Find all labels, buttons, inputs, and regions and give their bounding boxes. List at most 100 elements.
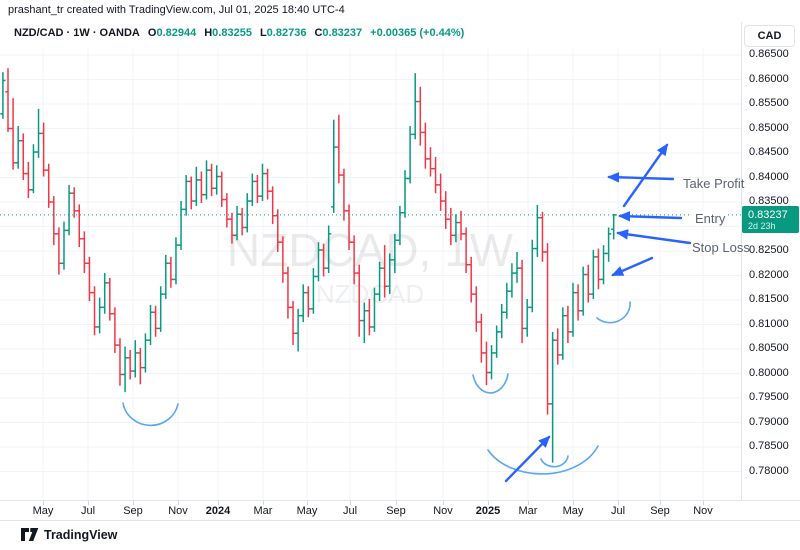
ohlc-bar (41, 122, 47, 177)
ohlc-bar (565, 305, 571, 344)
time-axis-label: Jul (342, 505, 358, 517)
ohlc-bar (168, 256, 174, 288)
drawn-arrow[interactable] (618, 211, 683, 222)
ohlc-bar (25, 161, 31, 199)
ohlc-bar (514, 251, 520, 283)
ohlc-bar (402, 170, 408, 218)
drawn-arc[interactable] (540, 455, 569, 468)
ohlc-bar (397, 205, 403, 246)
legend-symbol-title[interactable]: NZD/CAD · 1W · OANDA (14, 27, 140, 39)
ohlc-bar (270, 186, 276, 225)
price-axis-label: 0.86000 (749, 72, 789, 85)
footer-strip: TradingView (0, 520, 800, 550)
drawn-arrow[interactable] (611, 256, 654, 277)
ohlc-bar (244, 193, 250, 233)
ohlc-bar (361, 302, 367, 344)
ohlc-bar (560, 307, 566, 360)
ohlc-bar (463, 227, 469, 274)
stop-loss-label[interactable]: Stop Loss (692, 240, 750, 255)
ohlc-bar (66, 184, 72, 236)
ohlc-bar (20, 133, 26, 180)
ohlc-bar (234, 205, 240, 241)
drawn-arc[interactable] (122, 402, 179, 427)
ohlc-bar (178, 201, 184, 251)
ohlc-bar (300, 284, 306, 323)
ohlc-bar (132, 340, 138, 378)
ohlc-bar (142, 333, 149, 373)
ohlc-bar (117, 338, 123, 386)
drawn-arrow[interactable] (607, 172, 675, 183)
drawn-arc[interactable] (487, 445, 599, 475)
drawn-arrow[interactable] (622, 143, 669, 208)
price-axis-label: 0.81000 (749, 317, 789, 330)
ohlc-bar (229, 212, 235, 244)
ohlc-bar (555, 328, 561, 365)
symbol-legend: NZD/CAD · 1W · OANDA O0.82944 H0.83255 L… (14, 27, 464, 39)
ohlc-bar (122, 346, 128, 393)
ohlc-bar (127, 349, 133, 380)
ohlc-bar (371, 287, 378, 332)
time-axis-tick (178, 501, 179, 505)
ohlc-bar (173, 237, 179, 285)
ohlc-bar (10, 98, 16, 170)
time-axis-label: 2025 (475, 505, 501, 517)
time-axis-tick (88, 501, 89, 505)
time-axis-tick (528, 501, 529, 505)
ohlc-bar (280, 236, 286, 283)
drawn-arc[interactable] (472, 373, 509, 394)
tradingview-logo[interactable]: TradingView (20, 527, 117, 542)
ohlc-bar (346, 204, 352, 251)
drawn-arrow[interactable] (616, 229, 692, 245)
price-axis-label: 0.84000 (749, 170, 789, 183)
ohlc-bar (494, 325, 500, 358)
ohlc-bar (5, 68, 11, 132)
price-axis-label: 0.84500 (749, 146, 789, 158)
ohlc-bar (290, 300, 296, 346)
ohlc-bar (382, 245, 388, 298)
time-axis[interactable]: May Jul Sep Nov 2024 Mar May Jul Sep Nov 2025 Mar Ma… (0, 500, 800, 521)
ohlc-bar (473, 286, 479, 332)
tradingview-glyph-icon (21, 528, 39, 541)
price-axis-label: 0.79000 (749, 415, 789, 428)
ohlc-bar (310, 268, 316, 314)
ohlc-bar (46, 163, 52, 208)
ohlc-bar (305, 286, 311, 318)
ohlc-bar (163, 254, 169, 300)
ohlc-bar (504, 282, 510, 319)
time-axis-label: May (562, 505, 584, 517)
ohlc-bar (580, 266, 586, 316)
ohlc-bar (331, 119, 337, 213)
ohlc-bar (219, 171, 225, 207)
price-axis-label: 0.86500 (749, 48, 789, 60)
price-axis-label: 0.80500 (749, 342, 789, 354)
price-axis-label: 0.83500 (749, 195, 789, 207)
drawn-arrow[interactable] (504, 435, 551, 483)
take-profit-label[interactable]: Take Profit (683, 176, 745, 191)
ohlc-bar (239, 207, 245, 236)
time-axis-tick (443, 501, 444, 505)
ohlc-bar (488, 345, 495, 380)
time-axis-tick (660, 501, 661, 505)
time-axis-label: Jul (610, 505, 626, 517)
legend-change: +0.00365 (+0.44%) (370, 27, 465, 39)
ohlc-bar (351, 235, 357, 285)
currency-axis-button[interactable]: CAD (744, 25, 795, 47)
ohlc-bar (544, 243, 551, 415)
ohlc-bar (203, 160, 210, 200)
price-axis[interactable]: 0.86500 0.86000 0.85500 0.85000 0.84500 0.840… (741, 22, 800, 520)
time-axis-label: Sep (650, 505, 670, 517)
time-axis-tick (307, 501, 308, 505)
entry-label[interactable]: Entry (692, 211, 729, 226)
ohlc-bar (91, 286, 98, 336)
ohlc-bar (534, 204, 540, 257)
ohlc-bar (264, 168, 271, 200)
ohlc-bar (15, 126, 21, 169)
ohlc-bar (112, 307, 118, 353)
price-axis-label: 0.80000 (749, 366, 789, 379)
time-axis-tick (618, 501, 619, 505)
time-axis-label: Mar (518, 505, 538, 517)
drawn-arc[interactable] (596, 301, 631, 324)
legend-close: C0.83237 (314, 27, 363, 39)
ohlc-bar (575, 284, 581, 321)
